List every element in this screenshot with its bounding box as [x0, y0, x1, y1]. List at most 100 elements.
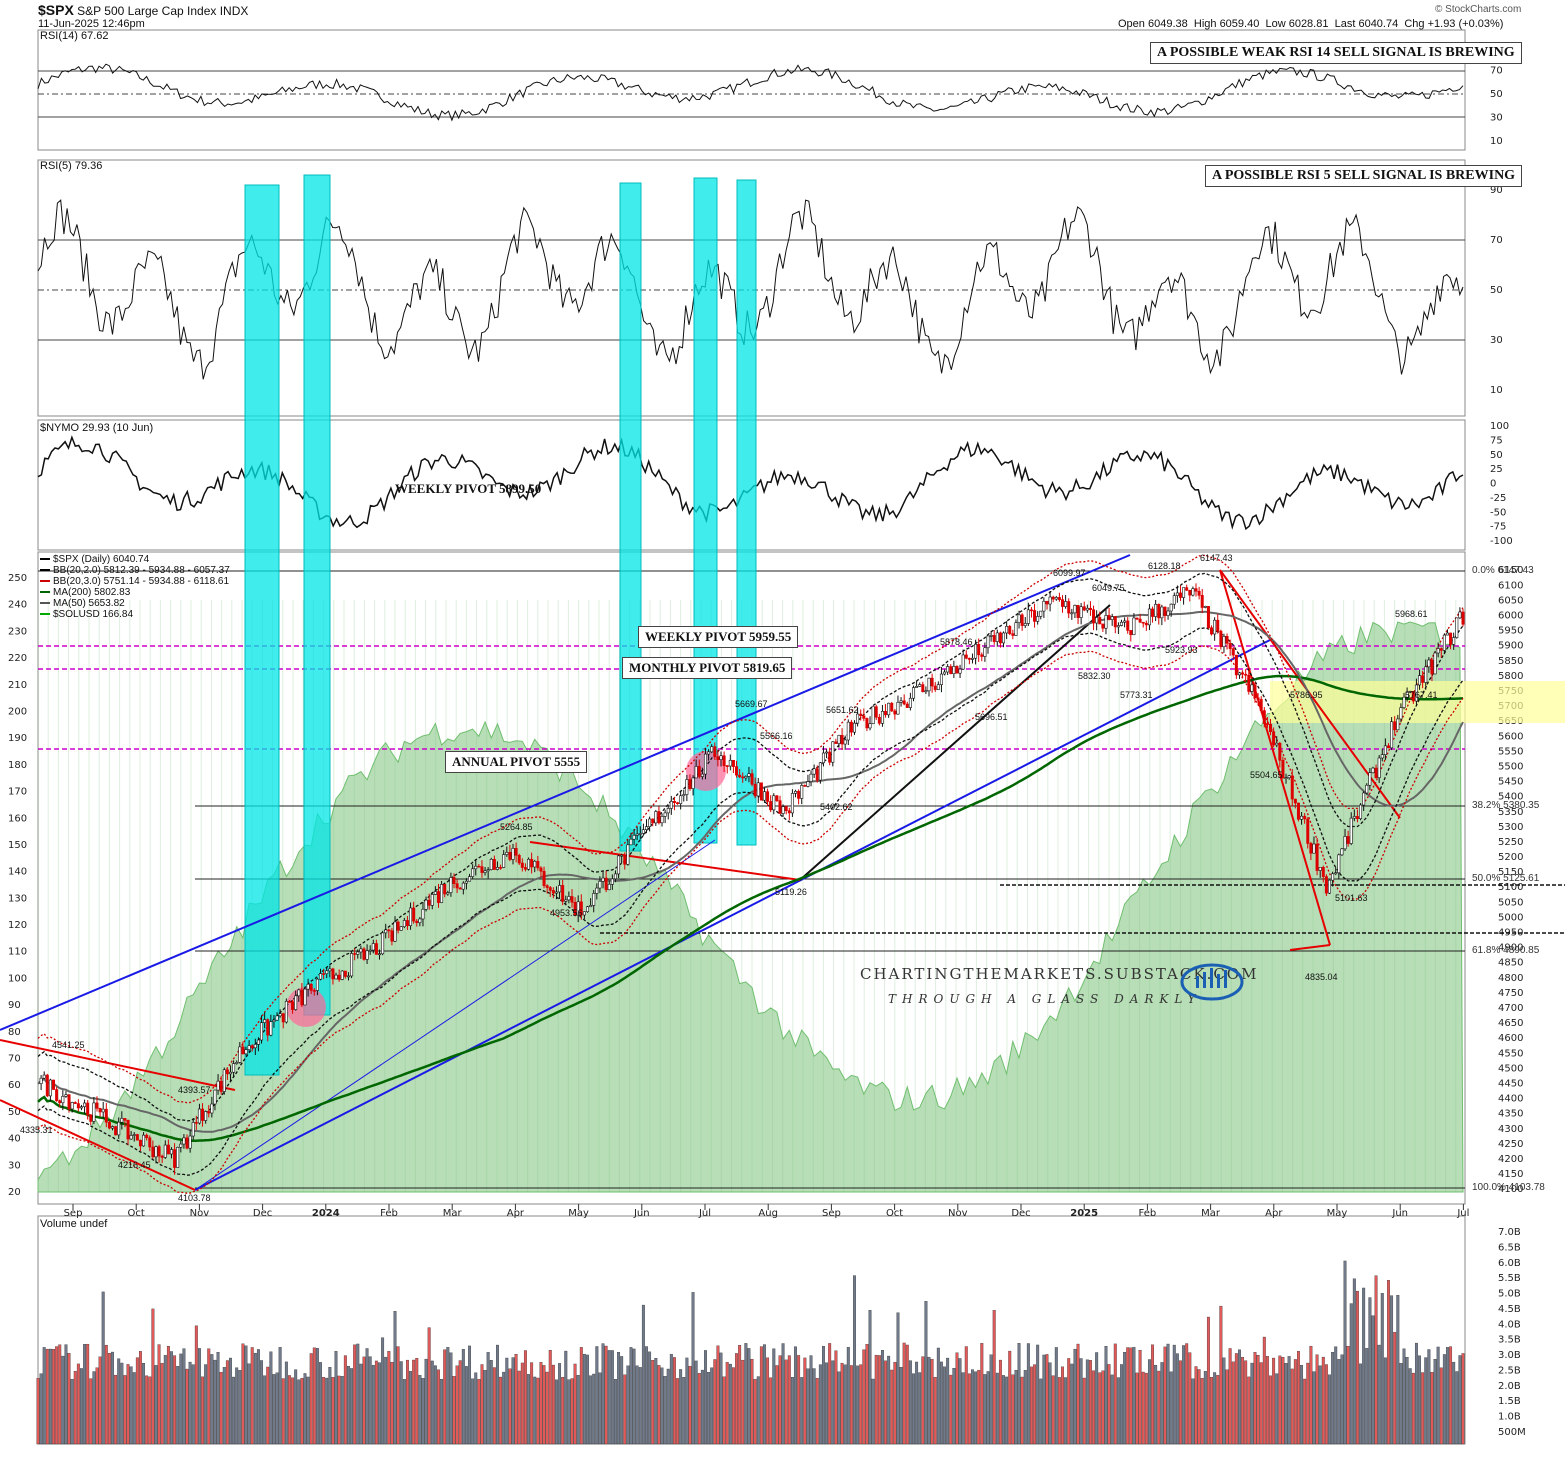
- volume-bar: [232, 1376, 236, 1445]
- volume-bar: [1396, 1295, 1400, 1445]
- rsi5-tick: 90: [1490, 185, 1503, 196]
- legend-entry: MA(200) 5802.83: [40, 587, 130, 598]
- price-tick: 4200: [1498, 1154, 1523, 1165]
- volume-bar: [1405, 1357, 1409, 1445]
- volume-bar: [1352, 1278, 1356, 1445]
- volume-bar: [1092, 1370, 1096, 1445]
- volume-bar: [1359, 1363, 1362, 1445]
- candle-body: [89, 1114, 93, 1122]
- candle-body: [759, 782, 763, 801]
- volume-bar: [828, 1343, 832, 1445]
- volume-bar: [322, 1377, 326, 1445]
- volume-bar: [884, 1360, 887, 1445]
- volume-bar: [1042, 1354, 1046, 1445]
- candle-body: [570, 896, 574, 903]
- volume-bar: [1138, 1350, 1142, 1445]
- candle-body: [946, 666, 950, 673]
- volume-bar: [1256, 1355, 1260, 1445]
- volume-bar: [1222, 1357, 1226, 1445]
- candle-body: [731, 759, 735, 767]
- candle-body: [303, 988, 307, 1006]
- fib-label: 100.0% 4103.78: [1472, 1182, 1545, 1193]
- candle-body: [766, 791, 770, 802]
- candle-body: [1188, 589, 1192, 596]
- candle-body: [353, 953, 357, 955]
- volume-bar: [303, 1373, 307, 1445]
- volume-bar: [179, 1353, 183, 1445]
- solusd-tick: 90: [8, 1000, 21, 1011]
- candle-body: [1070, 612, 1074, 615]
- candle-body: [1290, 775, 1294, 800]
- candle-body: [1430, 659, 1434, 675]
- highlight-column-2: [303, 174, 331, 1016]
- candle-body: [970, 657, 974, 660]
- volume-bar: [1026, 1343, 1030, 1445]
- candle-body: [558, 885, 562, 893]
- candle-body: [1110, 616, 1114, 620]
- candle-body: [582, 911, 586, 916]
- candle-body: [1210, 627, 1214, 635]
- candle-body: [1095, 617, 1099, 624]
- volume-bar: [1089, 1360, 1092, 1445]
- volume-bar: [489, 1360, 493, 1445]
- volume-bar: [1172, 1344, 1176, 1445]
- volume-bar: [300, 1378, 304, 1445]
- candle-body: [505, 852, 509, 855]
- candle-body: [1250, 684, 1254, 692]
- candle-body: [527, 858, 531, 870]
- candle-body: [1374, 767, 1378, 779]
- candle-body: [986, 635, 990, 649]
- price-point-label: 5832.30: [1078, 671, 1111, 681]
- volume-bar: [1014, 1369, 1018, 1445]
- volume-bar: [117, 1358, 121, 1445]
- volume-bar: [949, 1374, 953, 1445]
- volume-bar: [1300, 1365, 1304, 1445]
- candle-body: [1383, 745, 1387, 755]
- candle-body: [853, 722, 857, 733]
- volume-bar: [1039, 1378, 1043, 1445]
- legend-swatch: [40, 613, 50, 616]
- legend-text: BB(20,3.0) 5751.14 - 5934.88 - 6118.61: [53, 576, 230, 587]
- candle-body: [974, 643, 978, 659]
- price-tick: 5900: [1498, 641, 1523, 652]
- volume-bar: [539, 1362, 543, 1445]
- candle-body: [806, 781, 810, 787]
- volume-bar: [908, 1360, 912, 1445]
- candle-body: [930, 677, 934, 687]
- candle-body: [452, 877, 456, 884]
- volume-bar: [586, 1354, 589, 1445]
- volume-bar: [1005, 1376, 1009, 1445]
- price-tick: 5950: [1498, 626, 1523, 637]
- volume-bar: [1095, 1352, 1099, 1445]
- volume-bar: [204, 1364, 208, 1445]
- volume-bar: [809, 1355, 813, 1445]
- volume-bar: [1113, 1343, 1117, 1445]
- candle-body: [368, 949, 372, 952]
- volume-bar: [837, 1371, 841, 1445]
- solusd-tick: 160: [8, 813, 27, 824]
- price-point-label: 5878.46: [940, 637, 973, 647]
- volume-bar: [424, 1358, 428, 1445]
- volume-bar: [890, 1369, 894, 1445]
- candle-body: [747, 773, 751, 777]
- candle-body: [365, 950, 369, 960]
- volume-bar: [1061, 1366, 1064, 1445]
- candle-body: [443, 884, 447, 895]
- candle-body: [921, 684, 925, 692]
- candle-body: [849, 721, 853, 733]
- candle-body: [691, 777, 695, 789]
- volume-bar: [971, 1369, 974, 1445]
- volume-bar: [626, 1365, 630, 1445]
- candle-body: [160, 1155, 164, 1158]
- volume-bar: [157, 1344, 161, 1445]
- candle-body: [949, 666, 953, 674]
- candle-body: [275, 1015, 279, 1021]
- candle-body: [1318, 867, 1322, 871]
- price-point-label: 6128.18: [1148, 561, 1181, 571]
- candle-body: [1262, 710, 1266, 724]
- volume-bar: [943, 1366, 946, 1445]
- candle-body: [148, 1137, 152, 1148]
- volume-bar: [496, 1344, 499, 1445]
- candle-body: [707, 751, 711, 755]
- candle-body: [64, 1094, 68, 1097]
